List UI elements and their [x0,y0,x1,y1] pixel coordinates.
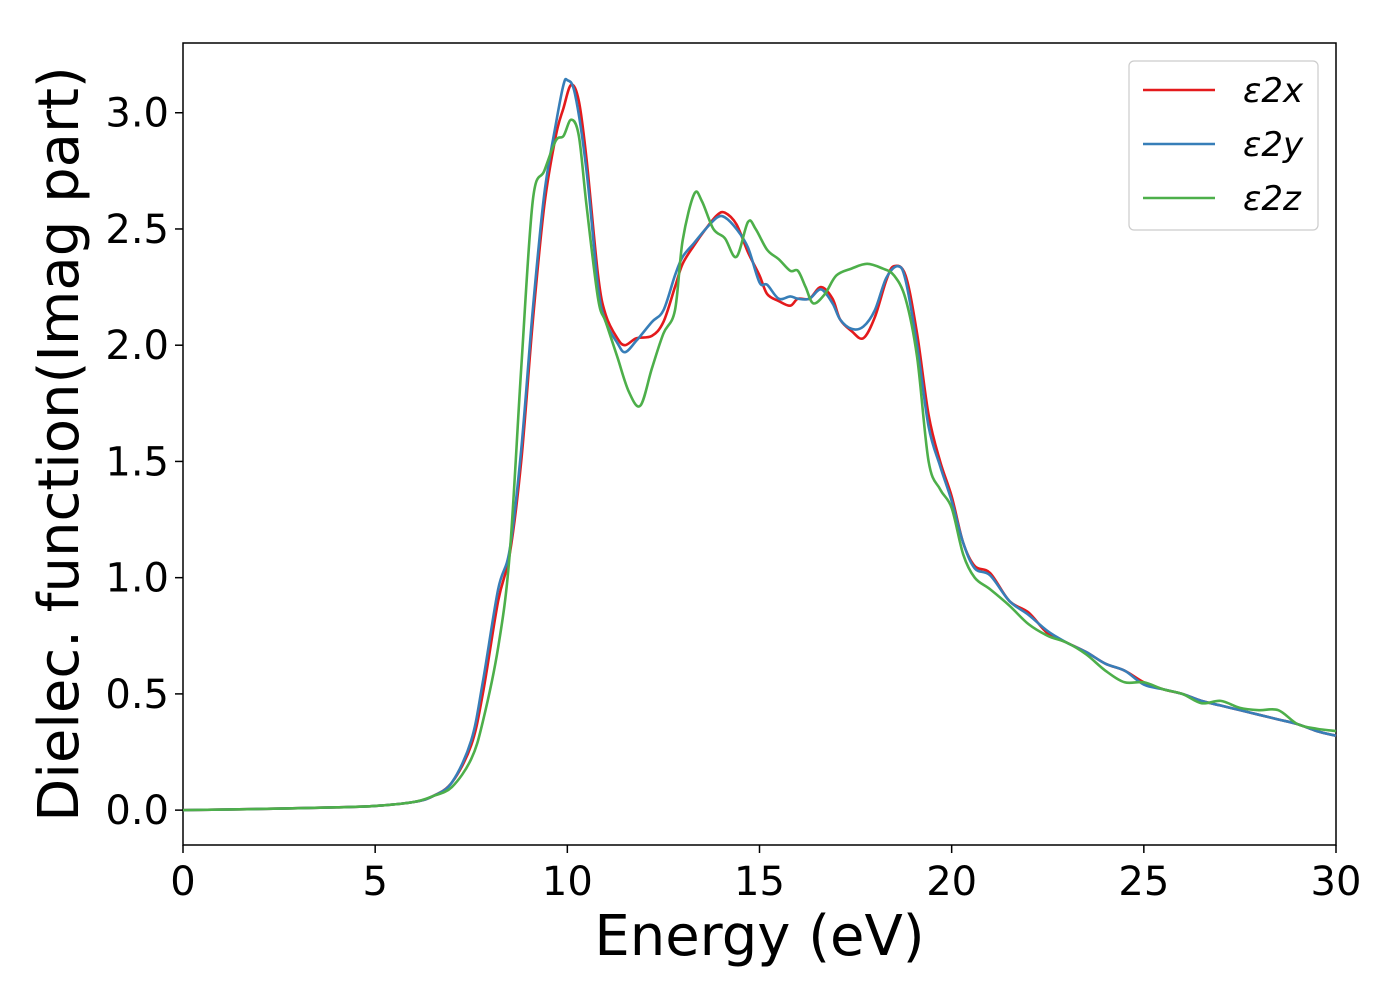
legend-label: ε2z [1243,179,1302,219]
y-axis: 0.0 0.5 1.0 1.5 2.0 2.5 3.0 [105,91,183,834]
y-axis-label: Dielec. function(Imag part) [27,66,92,822]
x-axis: 0 5 10 15 20 25 30 [170,845,1361,905]
series-line-3 [182,118,1337,812]
x-tick-label: 10 [542,859,593,905]
y-tick-label: 2.0 [105,323,169,369]
x-tick-label: 30 [1311,859,1362,905]
x-axis-label: Energy (eV) [594,904,924,969]
x-tick-label: 5 [362,859,387,905]
x-tick-label: 0 [170,859,195,905]
y-tick-label: 3.0 [105,91,169,137]
y-tick-label: 1.5 [105,439,169,485]
legend-label: ε2y [1243,125,1304,165]
y-tick-label: 1.0 [105,556,169,602]
x-tick-label: 25 [1118,859,1169,905]
x-tick-label: 20 [926,859,977,905]
legend: ε2x ε2y ε2z [1128,60,1319,231]
series-line-2 [182,77,1337,812]
x-tick-label: 15 [734,859,785,905]
series-lines [182,77,1337,812]
y-tick-label: 2.5 [105,207,169,253]
y-tick-label: 0.0 [105,788,169,834]
y-tick-label: 0.5 [105,672,169,718]
legend-label: ε2x [1243,71,1304,111]
legend-box [1128,60,1319,231]
